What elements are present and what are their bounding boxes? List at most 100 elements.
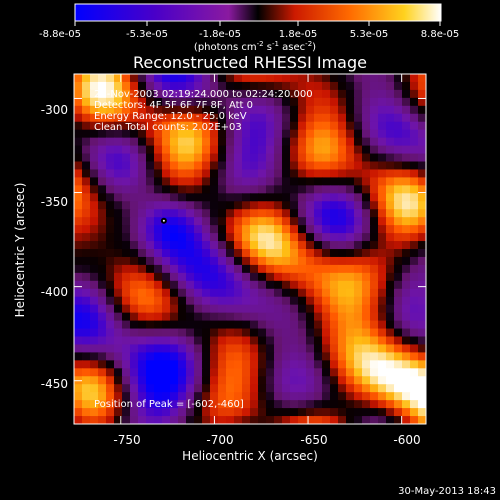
heatmap-cell bbox=[322, 312, 331, 322]
heatmap-cell bbox=[314, 121, 323, 131]
heatmap-cell bbox=[258, 320, 267, 330]
heatmap-cell bbox=[130, 193, 139, 202]
heatmap-cell bbox=[226, 320, 235, 330]
heatmap-cell bbox=[138, 145, 147, 155]
heatmap-cell bbox=[82, 368, 91, 377]
heatmap-cell bbox=[162, 352, 171, 361]
heatmap-cell bbox=[370, 272, 379, 282]
heatmap-cell bbox=[186, 328, 195, 338]
colorbar-tick-0: -8.8e-05 bbox=[39, 29, 81, 40]
heatmap-cell bbox=[210, 137, 219, 147]
heatmap-cell bbox=[242, 233, 251, 242]
heatmap-cell bbox=[106, 312, 115, 322]
xtick-label-3: -600 bbox=[393, 433, 420, 447]
heatmap-cell bbox=[178, 320, 187, 330]
heatmap-cell bbox=[394, 384, 403, 393]
heatmap-cell bbox=[226, 177, 235, 186]
heatmap-cell bbox=[394, 392, 403, 401]
heatmap-cell bbox=[322, 280, 331, 290]
heatmap-cell bbox=[330, 280, 339, 290]
heatmap-cell bbox=[274, 105, 283, 115]
heatmap-cell bbox=[290, 153, 299, 163]
info-line-4: Clean Total counts: 2.02E+03 bbox=[94, 122, 242, 133]
heatmap-cell bbox=[370, 312, 379, 322]
heatmap-cell bbox=[114, 129, 123, 139]
heatmap-cell bbox=[138, 312, 147, 322]
heatmap-cell bbox=[234, 161, 243, 171]
heatmap-cell bbox=[130, 105, 139, 115]
heatmap-cell bbox=[210, 264, 219, 274]
heatmap-cell bbox=[250, 241, 259, 250]
heatmap-cell bbox=[386, 81, 395, 91]
heatmap-cell bbox=[138, 137, 147, 147]
heatmap-cell bbox=[330, 81, 339, 91]
heatmap-cell bbox=[346, 89, 355, 99]
heatmap-cell bbox=[210, 81, 219, 91]
heatmap-cell bbox=[202, 408, 211, 417]
heatmap-cell bbox=[402, 256, 411, 266]
heatmap-cell bbox=[274, 272, 283, 282]
heatmap-cell bbox=[130, 209, 139, 218]
peak-position-label: Position of Peak = [-602,-460] bbox=[94, 399, 244, 410]
ytick-label-0: -300 bbox=[41, 103, 68, 117]
heatmap-cell bbox=[250, 328, 259, 338]
heatmap-cell bbox=[354, 177, 363, 186]
heatmap-cell bbox=[402, 137, 411, 147]
heatmap-cell bbox=[234, 185, 243, 194]
heatmap-cell bbox=[210, 177, 219, 186]
heatmap-cell bbox=[226, 312, 235, 322]
heatmap-cell bbox=[178, 153, 187, 163]
heatmap-cell bbox=[290, 280, 299, 290]
heatmap-cell bbox=[234, 153, 243, 163]
heatmap-cell bbox=[226, 384, 235, 393]
heatmap-cell bbox=[210, 201, 219, 210]
heatmap-cell bbox=[274, 185, 283, 194]
heatmap-cell bbox=[266, 344, 275, 353]
heatmap-cell bbox=[306, 74, 315, 83]
heatmap-cell bbox=[370, 233, 379, 242]
heatmap-cell bbox=[378, 312, 387, 322]
heatmap-cell bbox=[410, 97, 419, 107]
heatmap-cell bbox=[162, 177, 171, 186]
heatmap-cell bbox=[250, 161, 259, 171]
heatmap-cell bbox=[130, 233, 139, 242]
heatmap-cell bbox=[370, 376, 379, 385]
heatmap-cell bbox=[90, 137, 99, 147]
heatmap-cell bbox=[322, 193, 331, 202]
heatmap-cell bbox=[82, 288, 91, 298]
heatmap-cell bbox=[98, 392, 107, 401]
heatmap-cell bbox=[250, 129, 259, 139]
heatmap-cell bbox=[354, 352, 363, 361]
heatmap-cell bbox=[306, 241, 315, 250]
heatmap-cell bbox=[314, 280, 323, 290]
heatmap-cell bbox=[258, 185, 267, 194]
heatmap-cell bbox=[234, 217, 243, 226]
heatmap-cell bbox=[154, 209, 163, 218]
heatmap-cell bbox=[298, 113, 307, 123]
heatmap-cell bbox=[162, 209, 171, 218]
heatmap-cell bbox=[250, 368, 259, 377]
heatmap-cell bbox=[322, 217, 331, 226]
heatmap-cell bbox=[354, 201, 363, 210]
heatmap-cell bbox=[250, 344, 259, 353]
heatmap-cell bbox=[418, 352, 426, 361]
heatmap-cell bbox=[242, 408, 251, 417]
heatmap-cell bbox=[354, 344, 363, 353]
heatmap-cell bbox=[90, 97, 99, 107]
heatmap-cell bbox=[122, 201, 131, 210]
heatmap-cell bbox=[330, 264, 339, 274]
heatmap-cell bbox=[298, 169, 307, 178]
heatmap-cell bbox=[162, 376, 171, 385]
heatmap-cell bbox=[282, 145, 291, 155]
heatmap-cell bbox=[218, 193, 227, 202]
heatmap-cell bbox=[338, 121, 347, 131]
heatmap-cell bbox=[298, 89, 307, 99]
heatmap-cell bbox=[290, 193, 299, 202]
heatmap-cell bbox=[170, 272, 179, 282]
heatmap-cell bbox=[122, 209, 131, 218]
heatmap-cell bbox=[338, 384, 347, 393]
heatmap-cell bbox=[242, 344, 251, 353]
heatmap-cell bbox=[106, 344, 115, 353]
heatmap-cell bbox=[146, 368, 155, 377]
